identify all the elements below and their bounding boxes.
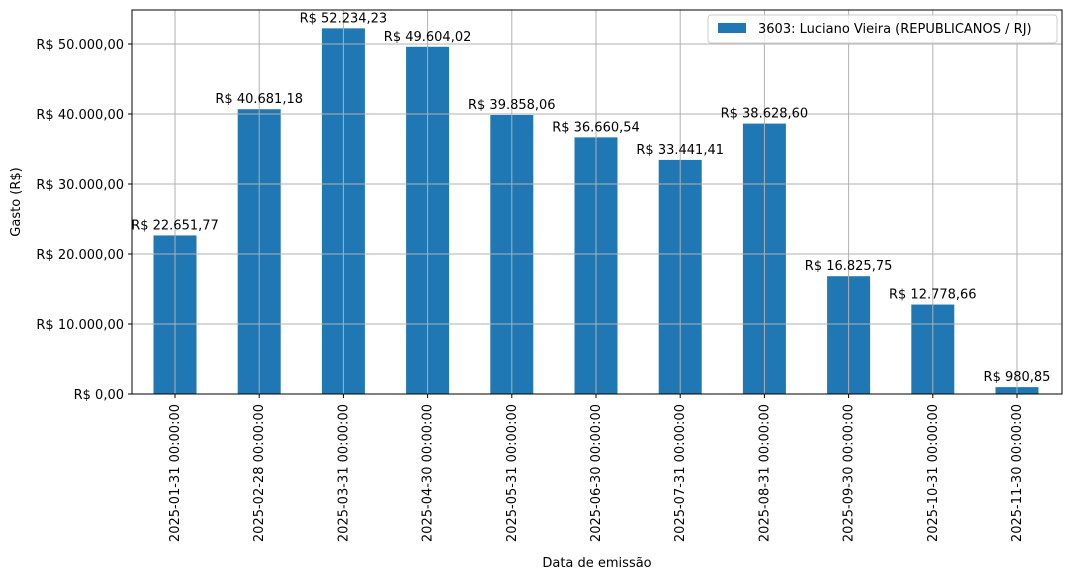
- plot-frame: [131, 9, 1063, 395]
- x-tick-label: 2025-10-31 00:00:00: [926, 404, 941, 542]
- x-axis-label: Data de emissão: [542, 556, 651, 571]
- x-tick-label: 2025-06-30 00:00:00: [589, 404, 604, 542]
- x-tick-label: 2025-02-28 00:00:00: [252, 404, 267, 542]
- y-tick-label: R$ 50.000,00: [36, 38, 124, 53]
- bar-value-label: R$ 16.825,75: [805, 259, 893, 274]
- x-tick-label: 2025-08-31 00:00:00: [757, 404, 772, 542]
- x-tick-label: 2025-11-30 00:00:00: [1010, 404, 1025, 542]
- x-tick-label: 2025-03-31 00:00:00: [336, 404, 351, 542]
- bar-value-labels: R$ 22.651,77 R$ 40.681,18 R$ 52.234,23 R$ 4…: [131, 11, 1050, 385]
- x-tick-label: 2025-04-30 00:00:00: [421, 404, 436, 542]
- bar-value-label: R$ 52.234,23: [300, 11, 388, 26]
- x-tick-label: 2025-05-31 00:00:00: [505, 404, 520, 542]
- bar-value-label: R$ 49.604,02: [384, 30, 472, 45]
- x-tick-label: 2025-01-31 00:00:00: [168, 404, 183, 542]
- bar-value-label: R$ 36.660,54: [552, 120, 640, 135]
- bar-value-label: R$ 12.778,66: [889, 288, 977, 303]
- x-tick-label: 2025-07-31 00:00:00: [673, 404, 688, 542]
- bar-value-label: R$ 40.681,18: [215, 92, 303, 107]
- bar-value-label: R$ 39.858,06: [468, 98, 556, 113]
- bar-value-label: R$ 38.628,60: [721, 107, 809, 122]
- y-tick-label: R$ 0,00: [74, 388, 124, 403]
- y-axis-label: Gasto (R$): [9, 167, 24, 236]
- grid-layer: [132, 10, 1062, 394]
- y-tick-label: R$ 40.000,00: [36, 108, 124, 123]
- y-tick-label: R$ 10.000,00: [36, 318, 124, 333]
- y-tick-label: R$ 30.000,00: [36, 178, 124, 193]
- bar-value-label: R$ 22.651,77: [131, 218, 219, 233]
- legend-swatch-icon: [718, 23, 746, 33]
- legend: 3603: Luciano Vieira (REPUBLICANOS / RJ): [707, 14, 1058, 44]
- bar-value-label: R$ 33.441,41: [636, 143, 724, 158]
- legend-box: [707, 14, 1058, 44]
- y-tick-label: R$ 20.000,00: [36, 248, 124, 263]
- x-axis-ticks: 2025-01-31 00:00:00 2025-02-28 00:00:00 20…: [168, 394, 1025, 542]
- bar-value-label: R$ 980,85: [984, 370, 1051, 385]
- x-tick-label: 2025-09-30 00:00:00: [842, 404, 857, 542]
- legend-label: 3603: Luciano Vieira (REPUBLICANOS / RJ): [758, 22, 1032, 37]
- y-axis-ticks: R$ 0,00 R$ 10.000,00 R$ 20.000,00 R$ 30.000…: [36, 38, 132, 403]
